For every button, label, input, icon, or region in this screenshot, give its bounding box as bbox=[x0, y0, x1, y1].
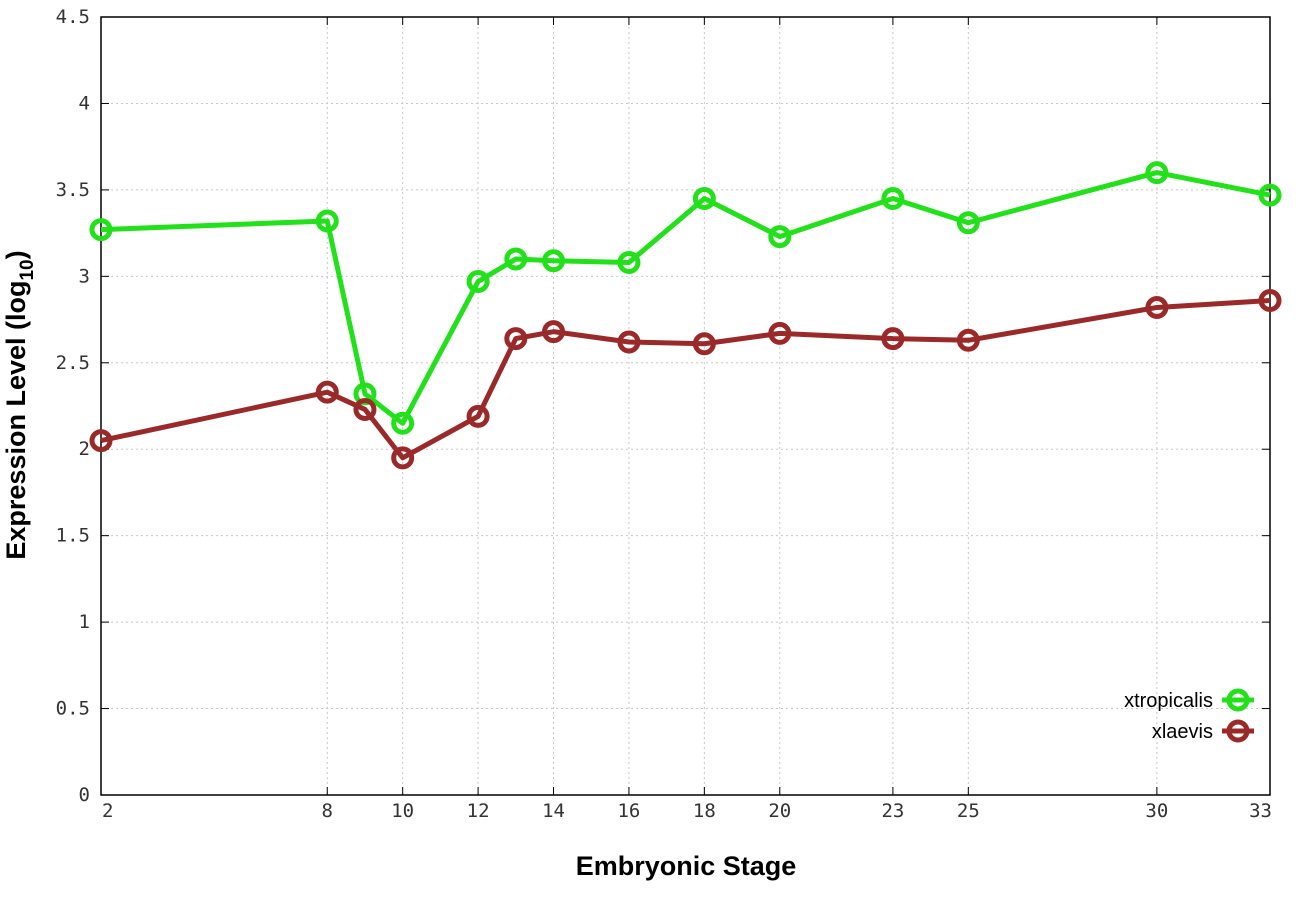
x-tick-label: 12 bbox=[467, 800, 490, 822]
data-point-xtropicalis bbox=[1258, 183, 1282, 207]
plot-frame bbox=[100, 16, 1271, 796]
legend-label-xtropicalis: xtropicalis bbox=[1124, 690, 1213, 712]
data-point-xtropicalis bbox=[1145, 161, 1169, 185]
data-point-xlaevis bbox=[504, 327, 528, 351]
y-tick-label: 2 bbox=[79, 438, 90, 460]
data-point-xtropicalis bbox=[692, 187, 716, 211]
data-point-xtropicalis bbox=[89, 218, 113, 242]
x-tick-label: 14 bbox=[542, 800, 565, 822]
data-point-xlaevis bbox=[1145, 295, 1169, 319]
data-point-xlaevis bbox=[881, 327, 905, 351]
series-line-xlaevis bbox=[100, 298, 1271, 461]
legend-label-xlaevis: xlaevis bbox=[1152, 721, 1213, 743]
data-point-xlaevis bbox=[692, 332, 716, 356]
legend: xtropicalis xlaevis bbox=[1124, 688, 1254, 743]
x-tick-label: 33 bbox=[1249, 800, 1272, 822]
data-point-xlaevis bbox=[466, 404, 490, 428]
x-tick-label: 30 bbox=[1145, 800, 1168, 822]
data-point-xlaevis bbox=[1258, 289, 1282, 313]
legend-marker-xlaevis bbox=[1226, 719, 1250, 743]
x-axis-title: Embryonic Stage bbox=[576, 851, 797, 881]
data-point-xlaevis bbox=[353, 397, 377, 421]
data-point-xtropicalis bbox=[881, 187, 905, 211]
x-tick-labels: 2 8 10 12 14 16 18 20 23 25 30 33 bbox=[102, 800, 1272, 822]
tick-marks bbox=[100, 16, 1271, 796]
series-layer bbox=[89, 161, 1282, 470]
data-point-xlaevis bbox=[542, 320, 566, 344]
x-tick-label: 23 bbox=[881, 800, 904, 822]
data-point-xlaevis bbox=[315, 380, 339, 404]
data-point-xtropicalis bbox=[542, 249, 566, 273]
y-tick-label: 3 bbox=[79, 265, 90, 287]
legend-marker-xtropicalis bbox=[1226, 688, 1250, 712]
y-tick-label: 2.5 bbox=[56, 352, 90, 374]
data-point-xlaevis bbox=[768, 321, 792, 345]
x-tick-label: 2 bbox=[102, 800, 113, 822]
x-tick-label: 10 bbox=[391, 800, 414, 822]
grid-lines bbox=[101, 17, 1270, 795]
data-point-xtropicalis bbox=[391, 411, 415, 435]
data-point-xtropicalis bbox=[956, 211, 980, 235]
data-point-xtropicalis bbox=[617, 251, 641, 275]
data-point-xtropicalis bbox=[466, 270, 490, 294]
series-xtropicalis bbox=[89, 161, 1282, 435]
y-tick-label: 4.5 bbox=[56, 6, 90, 28]
series-xlaevis bbox=[89, 289, 1282, 470]
x-tick-label: 16 bbox=[617, 800, 640, 822]
legend-item-xlaevis: xlaevis bbox=[1152, 719, 1254, 743]
x-tick-label: 8 bbox=[322, 800, 333, 822]
y-tick-label: 0 bbox=[79, 784, 90, 806]
x-tick-label: 20 bbox=[768, 800, 791, 822]
x-tick-label: 25 bbox=[957, 800, 980, 822]
data-point-xlaevis bbox=[89, 429, 113, 453]
y-tick-labels: 0 0.5 1 1.5 2 2.5 3 3.5 4 4.5 bbox=[56, 6, 90, 806]
data-point-xlaevis bbox=[956, 328, 980, 352]
y-tick-label: 3.5 bbox=[56, 179, 90, 201]
y-tick-label: 4 bbox=[79, 92, 90, 114]
y-tick-label: 1 bbox=[79, 611, 90, 633]
legend-item-xtropicalis: xtropicalis bbox=[1124, 688, 1254, 712]
series-line-xtropicalis bbox=[100, 170, 1271, 426]
y-tick-label: 0.5 bbox=[56, 698, 90, 720]
y-axis-title: Expression Level (log10) bbox=[1, 250, 38, 559]
data-point-xtropicalis bbox=[315, 209, 339, 233]
x-tick-label: 18 bbox=[693, 800, 716, 822]
data-point-xtropicalis bbox=[504, 247, 528, 271]
y-tick-label: 1.5 bbox=[56, 525, 90, 547]
data-point-xlaevis bbox=[617, 330, 641, 354]
data-point-xlaevis bbox=[391, 446, 415, 470]
data-point-xtropicalis bbox=[768, 225, 792, 249]
